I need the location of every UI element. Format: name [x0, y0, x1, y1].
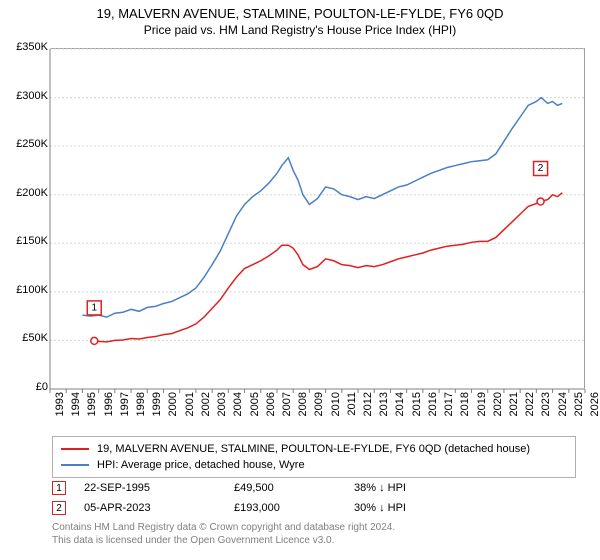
xtick-label: 2007 [281, 392, 293, 416]
ytick-label: £350K [2, 41, 48, 53]
xtick-label: 2008 [297, 392, 309, 416]
xtick-label: 2011 [346, 392, 358, 416]
xtick-label: 2003 [216, 392, 228, 416]
legend: 19, MALVERN AVENUE, STALMINE, POULTON-LE… [52, 436, 576, 478]
xtick-label: 2025 [573, 392, 585, 416]
point-marker: 2 [52, 501, 66, 515]
xtick-label: 2020 [492, 392, 504, 416]
xtick-label: 2006 [265, 392, 277, 416]
point-row: 2 05-APR-2023£193,00030% ↓ HPI [52, 498, 474, 518]
ytick-label: £300K [2, 90, 48, 102]
point-pct: 38% ↓ HPI [354, 482, 474, 494]
xtick-label: 1997 [119, 392, 131, 416]
points-table: 1 22-SEP-1995£49,50038% ↓ HPI 2 05-APR-2023… [52, 478, 474, 518]
xtick-label: 1996 [103, 392, 115, 416]
marker-dot-1 [91, 337, 98, 344]
marker-dot-2 [537, 198, 544, 205]
ytick-label: £200K [2, 187, 48, 199]
footer-line-2: This data is licensed under the Open Gov… [52, 535, 395, 548]
legend-swatch [61, 448, 89, 450]
point-date: 05-APR-2023 [84, 502, 234, 514]
series-property [94, 193, 562, 342]
chart-subtitle: Price paid vs. HM Land Registry's House … [0, 21, 600, 41]
ytick-label: £50K [2, 332, 48, 344]
plot-svg: 12 [50, 49, 585, 389]
xtick-label: 2017 [443, 392, 455, 416]
xtick-label: 2013 [378, 392, 390, 416]
xtick-label: 2012 [362, 392, 374, 416]
xtick-label: 2026 [589, 392, 600, 416]
point-price: £49,500 [234, 482, 354, 494]
legend-label: 19, MALVERN AVENUE, STALMINE, POULTON-LE… [97, 443, 530, 455]
xtick-label: 2024 [557, 392, 569, 416]
xtick-label: 2004 [232, 392, 244, 416]
xtick-label: 2016 [427, 392, 439, 416]
marker-label-1: 1 [91, 302, 97, 313]
xtick-label: 2000 [167, 392, 179, 416]
xtick-label: 2018 [459, 392, 471, 416]
point-pct: 30% ↓ HPI [354, 502, 474, 514]
point-row: 1 22-SEP-1995£49,50038% ↓ HPI [52, 478, 474, 498]
ytick-label: £250K [2, 138, 48, 150]
legend-row: 19, MALVERN AVENUE, STALMINE, POULTON-LE… [61, 441, 567, 457]
xtick-label: 2001 [184, 392, 196, 416]
xtick-label: 2002 [200, 392, 212, 416]
legend-swatch [61, 464, 89, 466]
xtick-label: 1995 [86, 392, 98, 416]
xtick-label: 1994 [70, 392, 82, 416]
xtick-label: 2021 [508, 392, 520, 416]
ytick-label: £0 [2, 381, 48, 393]
xtick-label: 2009 [313, 392, 325, 416]
plot-area: 12 [50, 48, 585, 388]
xtick-label: 1998 [135, 392, 147, 416]
ytick-label: £150K [2, 235, 48, 247]
xtick-label: 1999 [151, 392, 163, 416]
xtick-label: 2022 [524, 392, 536, 416]
footer: Contains HM Land Registry data © Crown c… [52, 522, 395, 547]
xtick-label: 2005 [249, 392, 261, 416]
point-price: £193,000 [234, 502, 354, 514]
xtick-label: 2015 [411, 392, 423, 416]
legend-label: HPI: Average price, detached house, Wyre [97, 459, 305, 471]
xtick-label: 2019 [476, 392, 488, 416]
xtick-label: 1993 [54, 392, 66, 416]
footer-line-1: Contains HM Land Registry data © Crown c… [52, 522, 395, 535]
chart-container: 19, MALVERN AVENUE, STALMINE, POULTON-LE… [0, 0, 600, 560]
ytick-label: £100K [2, 284, 48, 296]
chart-title: 19, MALVERN AVENUE, STALMINE, POULTON-LE… [0, 0, 600, 21]
point-date: 22-SEP-1995 [84, 482, 234, 494]
point-marker: 1 [52, 481, 66, 495]
xtick-label: 2014 [394, 392, 406, 416]
xtick-label: 2023 [540, 392, 552, 416]
xtick-label: 2010 [330, 392, 342, 416]
marker-label-2: 2 [538, 163, 544, 174]
series-hpi [82, 98, 562, 318]
legend-row: HPI: Average price, detached house, Wyre [61, 457, 567, 473]
